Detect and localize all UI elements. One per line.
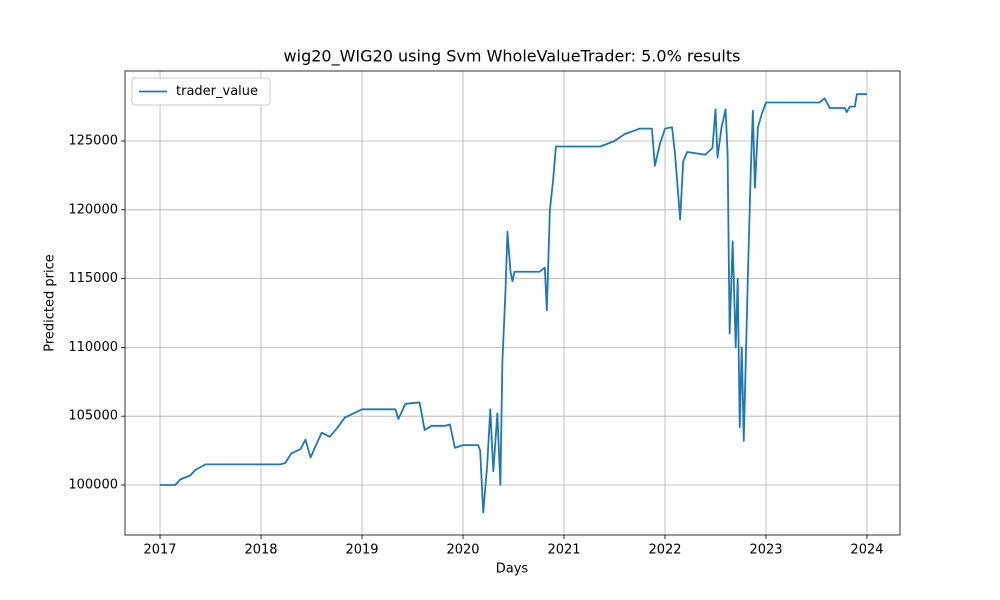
x-tick-label: 2022 [648, 543, 681, 558]
legend-label: trader_value [176, 84, 258, 99]
x-tick-label: 2018 [244, 543, 277, 558]
x-tick-label: 2021 [547, 543, 580, 558]
x-tick-label: 2024 [850, 543, 883, 558]
y-axis-label: Predicted price [43, 254, 58, 352]
data-line [160, 93, 867, 514]
y-tick-label: 110000 [68, 340, 118, 355]
chart-title: wig20_WIG20 using Svm WholeValueTrader: … [284, 47, 741, 67]
y-tick-label: 100000 [68, 477, 118, 492]
y-tick-label: 115000 [68, 271, 118, 286]
x-tick-label: 2019 [345, 543, 378, 558]
x-axis-label: Days [496, 562, 529, 577]
x-tick-label: 2017 [143, 543, 176, 558]
legend-box [131, 77, 271, 106]
x-tick-label: 2023 [749, 543, 782, 558]
x-tick-label: 2020 [446, 543, 479, 558]
y-tick-label: 120000 [68, 202, 118, 217]
plot-frame [124, 70, 901, 536]
y-tick-label: 125000 [68, 133, 118, 148]
y-tick-label: 105000 [68, 409, 118, 424]
